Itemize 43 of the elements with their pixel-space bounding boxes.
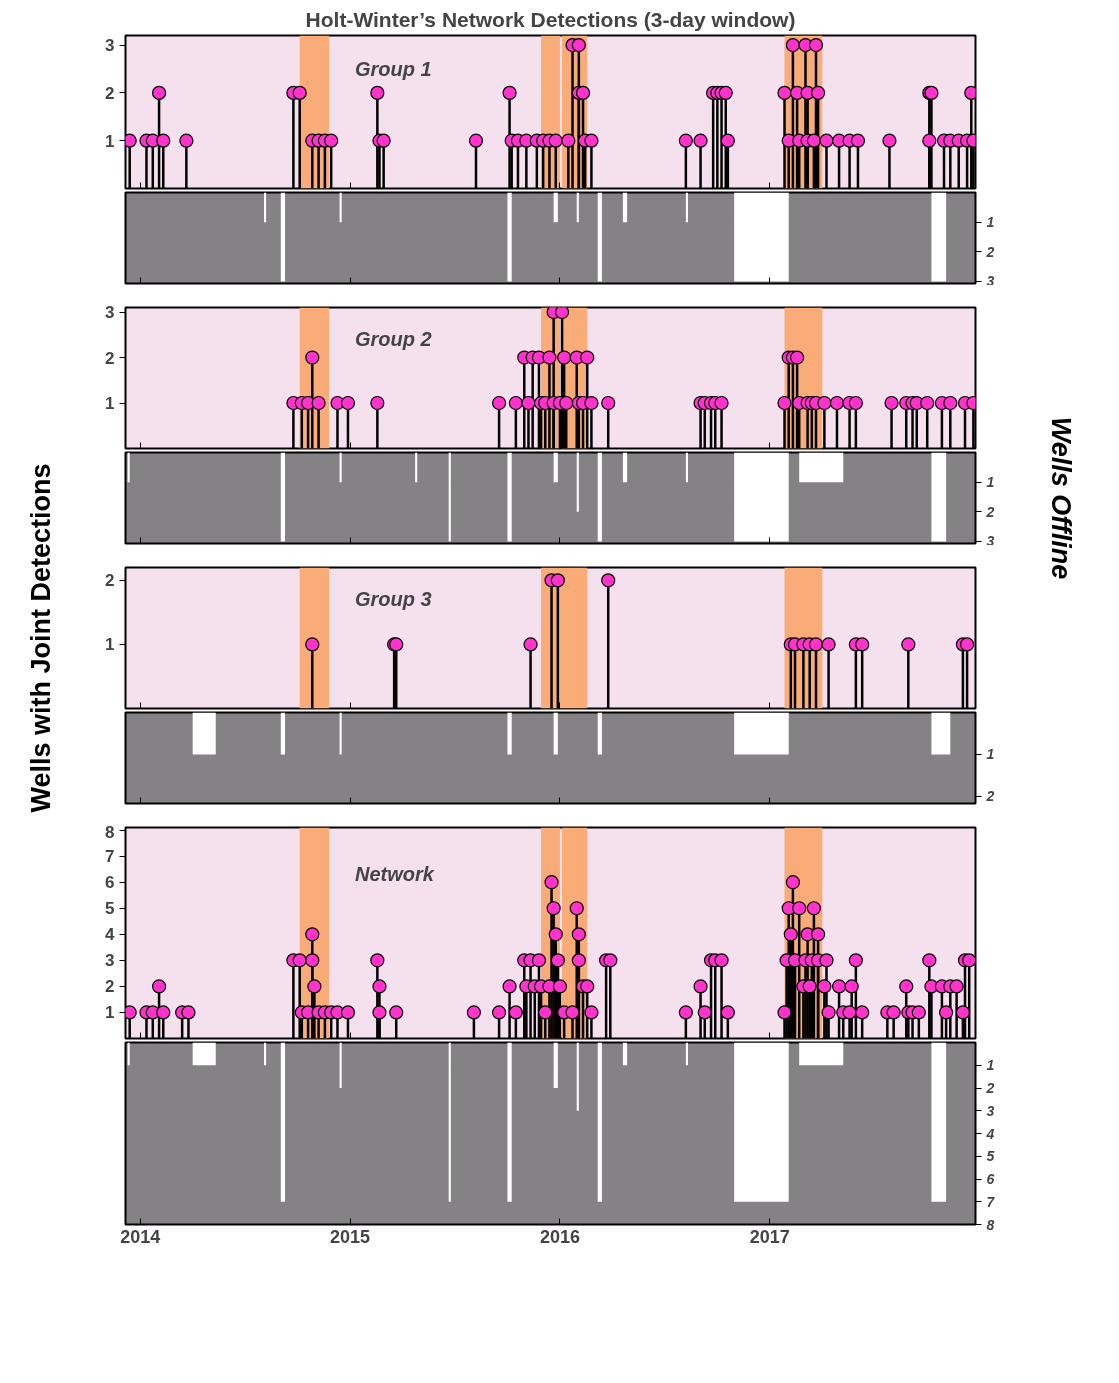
y-tick-label: 2 xyxy=(985,788,995,805)
y-tick-label: 2 xyxy=(105,348,115,368)
y-tick-label: 7 xyxy=(986,1193,996,1210)
y-tick-label: 2 xyxy=(985,503,995,520)
y-tick-label: 6 xyxy=(105,873,115,893)
y-tick-label: 2 xyxy=(105,83,115,103)
x-tick-label: 2017 xyxy=(749,1226,790,1247)
y-tick-label: 1 xyxy=(105,635,115,655)
y-tick-label: 2 xyxy=(105,571,115,591)
y-tick-label: 1 xyxy=(105,394,115,414)
y-tick-label: 5 xyxy=(105,899,115,919)
x-tick-label: 2016 xyxy=(539,1226,580,1247)
y-tick-label: 3 xyxy=(105,303,115,323)
annotation: Group 1 xyxy=(355,58,432,81)
y-tick-label: 5 xyxy=(986,1148,995,1165)
y-axis-title: Wells with Joint Detections xyxy=(25,463,56,813)
y2-axis-title: Wells Offline xyxy=(1045,416,1076,580)
y-tick-label: 3 xyxy=(986,272,995,289)
y-tick-label: 2 xyxy=(105,977,115,997)
y-tick-label: 1 xyxy=(105,131,115,151)
y-tick-label: 6 xyxy=(986,1171,995,1187)
y-tick-label: 1 xyxy=(986,474,995,491)
y-tick-label: 1 xyxy=(986,1057,995,1074)
y-tick-label: 1 xyxy=(105,1003,115,1023)
y-tick-label: 3 xyxy=(986,532,995,549)
y-tick-label: 4 xyxy=(105,925,116,945)
y-tick-label: 3 xyxy=(105,36,115,56)
y-tick-label: 3 xyxy=(105,951,115,971)
annotation: Network xyxy=(355,862,435,885)
x-tick-label: 2014 xyxy=(120,1226,161,1247)
y-tick-label: 2 xyxy=(985,243,995,260)
y-tick-label: 1 xyxy=(986,214,995,231)
annotation: Group 3 xyxy=(355,587,432,610)
annotation: Group 2 xyxy=(355,327,432,350)
y-tick-label: 1 xyxy=(986,746,995,763)
y-tick-label: 2 xyxy=(985,1080,995,1096)
y-tick-label: 8 xyxy=(986,1216,995,1233)
y-tick-label: 7 xyxy=(105,847,115,867)
y-tick-label: 8 xyxy=(105,822,115,842)
x-tick-label: 2015 xyxy=(330,1226,371,1247)
y-tick-label: 3 xyxy=(986,1102,995,1119)
y-tick-label: 4 xyxy=(985,1125,995,1142)
chart-title: Holt-Winter’s Network Detections (3-day window) xyxy=(305,7,796,31)
